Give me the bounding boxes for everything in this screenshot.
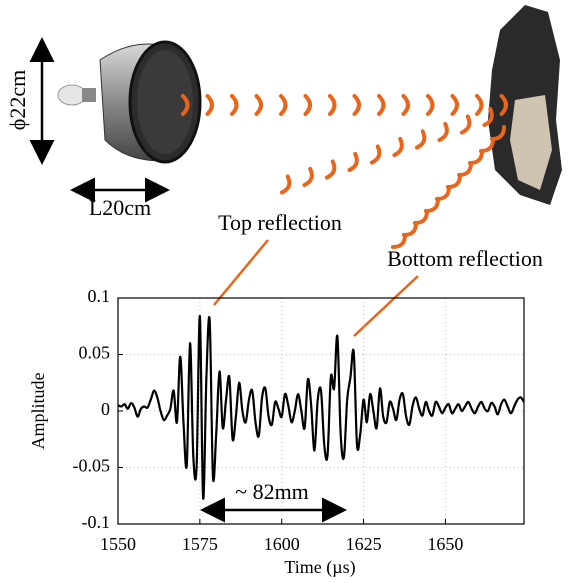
wave-arc [281,96,286,114]
figure: ϕ22cm L20cm Top reflection Bottom reflec… [0,0,568,583]
transducer [58,42,200,162]
wave-arc [232,96,237,114]
x-tick-label: 1600 [264,534,300,554]
wave-arc [453,96,458,114]
wave-arc [417,131,427,149]
wave-arc [428,96,433,114]
bottom-reflection-label: Bottom reflection [387,246,543,271]
x-axis-label: Time (µs) [284,557,355,578]
wave-arc [355,96,360,114]
wave-arc [349,154,359,172]
y-tick-label: 0.05 [79,343,111,363]
y-tick-label: -0.05 [73,456,111,476]
rock [488,5,562,205]
plot: -0.1 -0.05 0 0.05 0.1 1550 1575 1600 1625 1650 [73,286,525,554]
pointer [214,240,268,305]
y-axis-label: Amplitude [28,372,48,449]
x-tick-label: 1550 [100,534,136,554]
x-tick-label: 1650 [427,534,463,554]
wave-arc [330,96,335,114]
top-reflection-label: Top reflection [218,210,342,235]
y-tick-label: -0.1 [82,512,111,532]
wave-arc [462,116,472,134]
y-tick-label: 0.1 [88,286,111,306]
wave-arc [372,146,382,164]
y-tick-label: 0 [101,399,110,419]
diameter-label: ϕ22cm [5,70,30,130]
wave-arc [306,96,311,114]
wave-arc [282,176,292,194]
wave-arc [477,96,482,114]
signal-line [118,316,524,499]
x-tick-label: 1625 [346,534,382,554]
x-tick-label: 1575 [182,534,218,554]
distance-label: ~ 82mm [235,479,309,504]
wave-arc [439,124,449,142]
wave-arc [379,96,384,114]
wave-arc [327,161,337,179]
length-label: L20cm [89,195,151,220]
wave-arc [404,96,409,114]
wave-arc [208,96,213,114]
wave-arc [304,169,314,187]
wave-arc [257,96,262,114]
wave-arc [394,139,404,157]
